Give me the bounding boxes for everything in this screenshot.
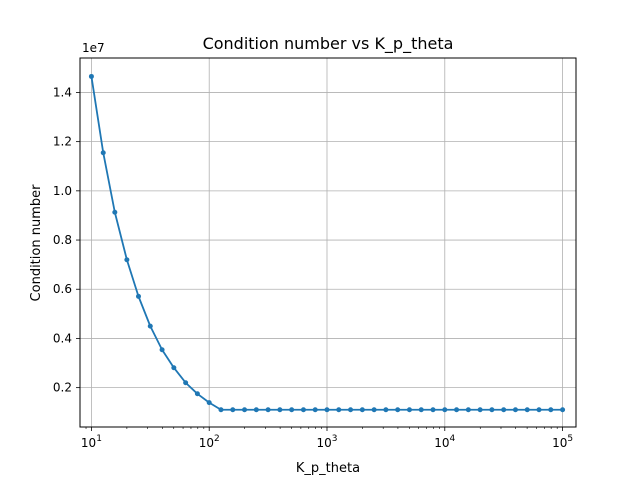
series-layer bbox=[88, 73, 566, 413]
data-point bbox=[430, 407, 436, 413]
x-tick-label-exponent: 4 bbox=[450, 434, 456, 444]
data-point bbox=[548, 407, 554, 413]
data-point bbox=[442, 407, 448, 413]
data-point bbox=[135, 293, 141, 299]
data-point bbox=[277, 407, 283, 413]
x-tick-label-exponent: 3 bbox=[332, 434, 338, 444]
data-point bbox=[336, 407, 342, 413]
data-point bbox=[324, 407, 330, 413]
plot-frame bbox=[79, 57, 577, 428]
data-point bbox=[88, 73, 94, 79]
data-point bbox=[218, 407, 224, 413]
y-tick-label: 0.2 bbox=[53, 381, 72, 395]
data-point bbox=[524, 407, 530, 413]
data-point bbox=[371, 407, 377, 413]
x-tick-label-base: 10 bbox=[552, 436, 567, 450]
x-tick-label: 102 bbox=[199, 434, 220, 450]
data-point bbox=[194, 391, 200, 397]
data-point bbox=[348, 407, 354, 413]
data-point bbox=[312, 407, 318, 413]
x-tick-label-exponent: 1 bbox=[96, 434, 102, 444]
data-point bbox=[454, 407, 460, 413]
y-tick-label: 0.8 bbox=[53, 233, 72, 247]
data-point bbox=[418, 407, 424, 413]
data-point bbox=[183, 380, 189, 386]
data-point bbox=[489, 407, 495, 413]
x-tick-label-exponent: 5 bbox=[567, 434, 573, 444]
y-tick-label: 0.4 bbox=[53, 331, 72, 345]
data-point bbox=[383, 407, 389, 413]
data-point bbox=[501, 407, 507, 413]
data-point bbox=[536, 407, 542, 413]
x-tick-label: 103 bbox=[316, 434, 337, 450]
data-point bbox=[242, 407, 248, 413]
x-tick-label-exponent: 2 bbox=[214, 434, 220, 444]
data-point bbox=[406, 407, 412, 413]
data-point bbox=[159, 347, 165, 353]
x-tick-label-base: 10 bbox=[199, 436, 214, 450]
x-tick-label: 105 bbox=[552, 434, 573, 450]
data-point bbox=[253, 407, 259, 413]
x-tick-label-base: 10 bbox=[81, 436, 96, 450]
data-point bbox=[477, 407, 483, 413]
y-tick-label: 1.4 bbox=[53, 85, 72, 99]
data-point bbox=[230, 407, 236, 413]
data-point bbox=[512, 407, 518, 413]
x-axis-label: K_p_theta bbox=[296, 461, 360, 476]
x-tick-label: 101 bbox=[81, 434, 102, 450]
grid bbox=[80, 58, 576, 427]
data-point bbox=[124, 257, 130, 263]
data-point bbox=[112, 209, 118, 215]
y-tick-label: 1.2 bbox=[53, 135, 72, 149]
y-axis-label: Condition number bbox=[29, 184, 44, 302]
data-point bbox=[359, 407, 365, 413]
data-point bbox=[171, 365, 177, 371]
y-offset-label: 1e7 bbox=[82, 41, 105, 55]
data-point bbox=[465, 407, 471, 413]
data-point bbox=[395, 407, 401, 413]
x-tick-label-base: 10 bbox=[434, 436, 449, 450]
data-point bbox=[265, 407, 271, 413]
data-point bbox=[206, 400, 212, 406]
data-point bbox=[300, 407, 306, 413]
y-tick-label: 1.0 bbox=[53, 184, 72, 198]
data-point bbox=[100, 150, 106, 156]
chart-title: Condition number vs K_p_theta bbox=[203, 34, 454, 54]
data-point bbox=[147, 323, 153, 329]
data-point bbox=[560, 407, 566, 413]
x-tick-label: 104 bbox=[434, 434, 455, 450]
x-tick-label-base: 10 bbox=[316, 436, 331, 450]
data-point bbox=[289, 407, 295, 413]
y-tick-label: 0.6 bbox=[53, 282, 72, 296]
